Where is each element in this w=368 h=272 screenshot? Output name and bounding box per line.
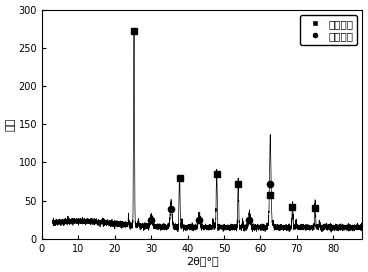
Legend: 二氧化鑂, 镁鐵氧体: 二氧化鑂, 镁鐵氧体 xyxy=(300,15,357,45)
Y-axis label: 强度: 强度 xyxy=(6,118,15,131)
X-axis label: 2θ（°）: 2θ（°） xyxy=(186,256,219,267)
